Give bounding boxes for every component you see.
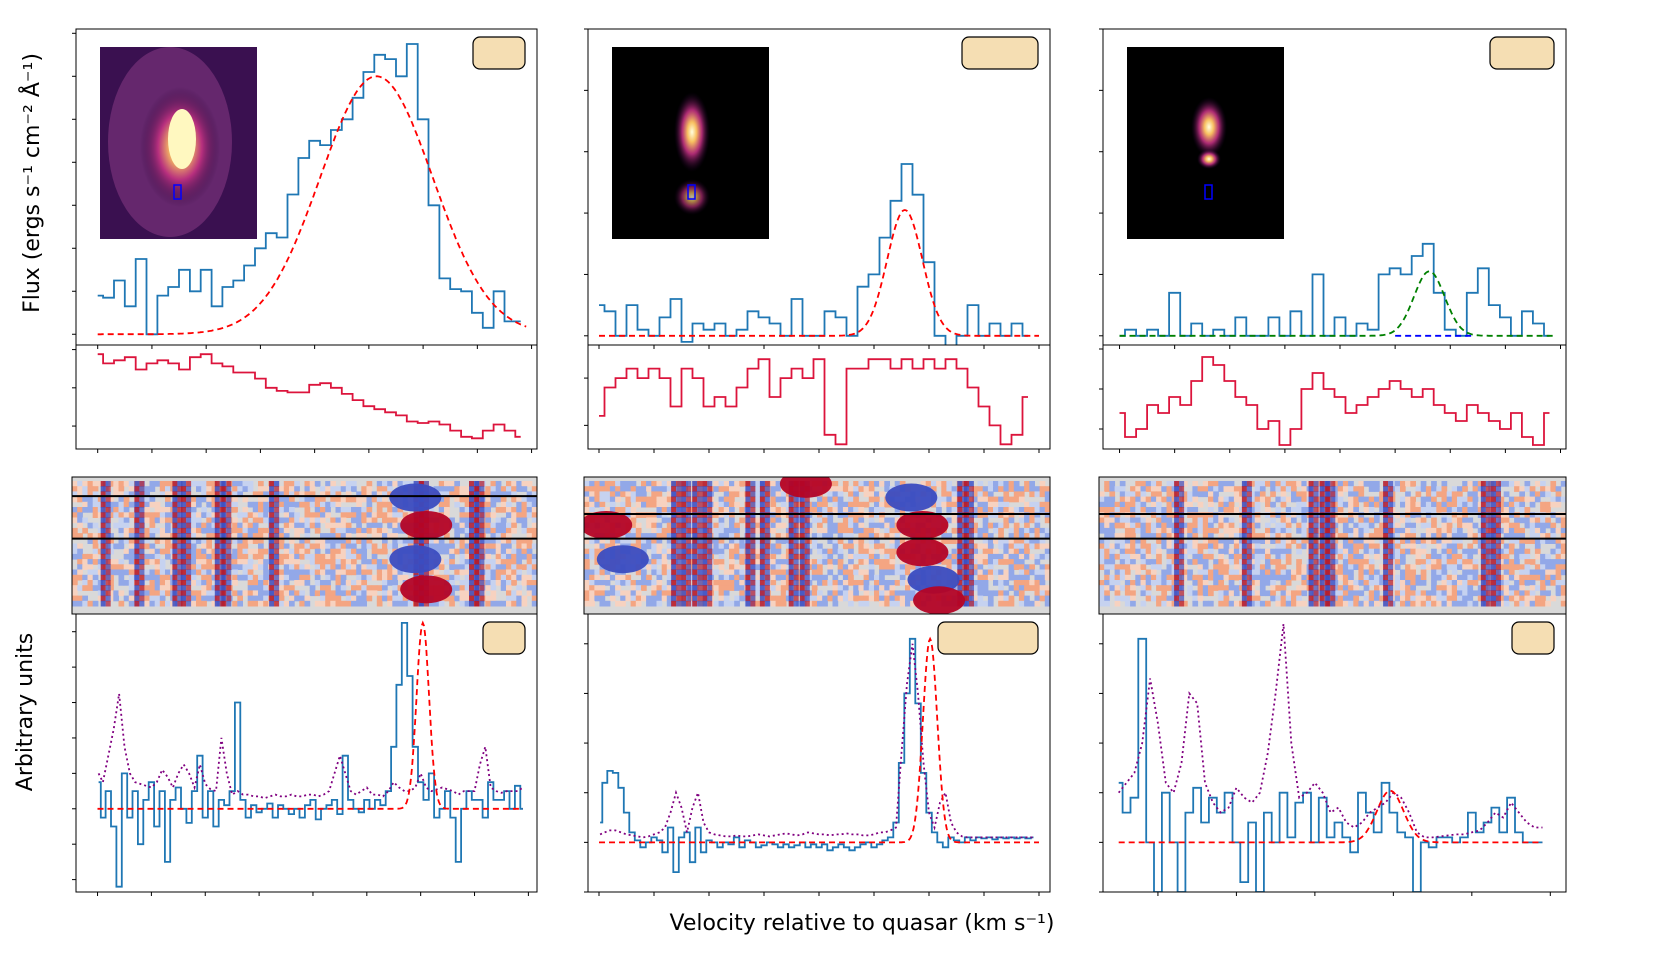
spectrum-2d <box>1099 477 1566 614</box>
plot-area-civ_noise <box>1119 356 1550 446</box>
series-step-0 <box>97 353 521 440</box>
series-fit-1 <box>97 75 527 336</box>
inset-image <box>1127 47 1284 239</box>
plot-area-lya <box>97 43 527 336</box>
line-tag-box <box>1489 36 1555 70</box>
series-step-0 <box>600 637 1034 873</box>
series-fit-1 <box>599 209 1039 337</box>
series-step-0 <box>97 43 521 336</box>
series-dotted-1 <box>97 693 524 800</box>
series-fit-2 <box>97 620 523 810</box>
panel-lya_noise <box>72 344 538 453</box>
series-fit-2 <box>1118 789 1543 844</box>
series-step-0 <box>599 358 1028 446</box>
plot-area-oiii <box>599 636 1039 873</box>
line-tag-box <box>1511 621 1555 655</box>
panel-heii_noise <box>584 344 1051 453</box>
series-dotted-1 <box>1117 623 1543 839</box>
axes-frame <box>1102 344 1567 450</box>
panel-hb_2d <box>1098 476 1567 615</box>
axes-frame <box>587 344 1051 450</box>
series-dotted-1 <box>599 643 1034 839</box>
panel-oiii <box>584 613 1051 896</box>
panel-hb <box>1099 613 1567 896</box>
spectrum-2d <box>72 477 537 614</box>
axes-frame <box>587 613 1051 893</box>
series-step-0 <box>1119 356 1550 446</box>
panel-civ <box>1099 28 1567 349</box>
panel-civ_noise <box>1099 344 1567 453</box>
line-tag-box <box>482 621 526 655</box>
inset-image <box>100 47 257 239</box>
line-tag-box <box>937 621 1039 655</box>
plot-area-ha <box>97 620 524 888</box>
panel-ha <box>72 613 538 896</box>
line-tag-box <box>961 36 1039 70</box>
panel-ha_2d <box>71 476 538 615</box>
axes-frame <box>1102 613 1567 893</box>
axes-frame <box>75 613 538 893</box>
series-fit-2 <box>599 636 1039 844</box>
series-step-0 <box>1118 637 1543 892</box>
panel-heii <box>584 28 1051 349</box>
series-step-0 <box>1119 242 1550 337</box>
panel-lya <box>72 28 538 349</box>
plot-area-heii <box>599 47 1039 345</box>
y-axis-label-arbitrary: Arbitrary units <box>13 633 38 791</box>
spectrum-2d <box>584 477 1050 614</box>
series-step-0 <box>98 622 523 888</box>
line-tag-box <box>472 36 526 70</box>
plot-area-civ <box>1119 47 1555 337</box>
y-axis-label-flux: Flux (ergs s⁻¹ cm⁻² Å⁻¹) <box>18 53 45 313</box>
plot-area-hb <box>1117 623 1543 892</box>
x-axis-label-velocity: Velocity relative to quasar (km s⁻¹) <box>670 911 1055 936</box>
series-fit-1 <box>1119 270 1555 337</box>
inset-image <box>612 47 769 239</box>
panel-oiii_2d <box>583 476 1051 615</box>
plot-area-lya_noise <box>97 353 521 440</box>
axes-frame <box>75 344 538 450</box>
plot-area-heii_noise <box>599 358 1028 446</box>
